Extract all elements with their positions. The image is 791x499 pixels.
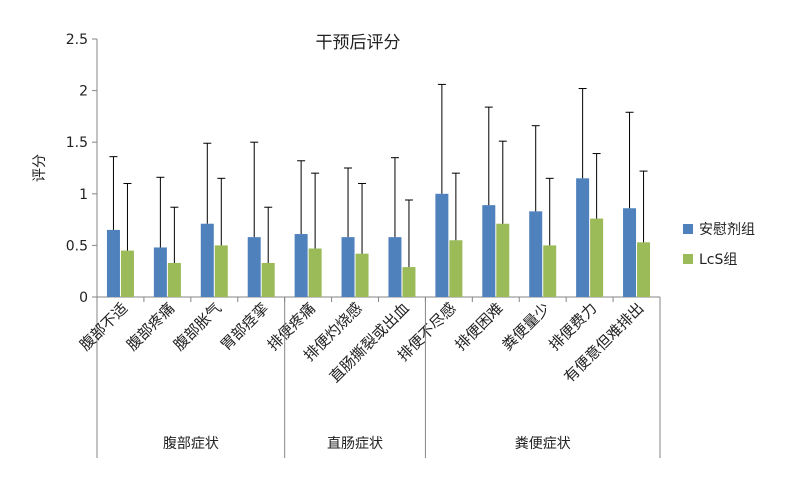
legend: 安慰剂组 LcS组 [683, 221, 755, 268]
group-label: 直肠症状 [327, 435, 383, 452]
y-tick-label: 2.5 [66, 32, 88, 48]
bar-lcs [167, 262, 181, 297]
bar-lcs [214, 245, 228, 297]
bar-placebo [482, 205, 496, 297]
bar-placebo [247, 237, 261, 297]
bar-lcs [120, 250, 134, 297]
y-tick-label: 1.5 [66, 135, 88, 151]
y-tick-label: 0.5 [66, 238, 88, 254]
bar-lcs [496, 223, 510, 297]
legend-label: LcS组 [699, 252, 737, 268]
bar-lcs [590, 218, 604, 297]
bar-placebo [435, 193, 449, 297]
bar-lcs [543, 245, 557, 297]
legend-label: 安慰剂组 [699, 221, 755, 238]
legend-swatch [683, 224, 693, 234]
bar-lcs [402, 267, 416, 297]
group-label: 腹部症状 [163, 435, 219, 452]
bar-placebo [341, 237, 355, 297]
bar-placebo [529, 211, 543, 297]
bar-placebo [388, 237, 402, 297]
legend-swatch [683, 254, 693, 264]
bar-placebo [576, 178, 590, 297]
y-tick-label: 0 [79, 290, 88, 306]
bar-placebo [153, 247, 167, 297]
bar-lcs [261, 262, 275, 297]
y-tick-label: 1 [79, 187, 88, 203]
chart-title: 干预后评分 [316, 33, 401, 53]
bar-lcs [637, 242, 651, 297]
bar-placebo [623, 208, 637, 297]
bar-lcs [449, 240, 463, 297]
bar-placebo [106, 229, 120, 297]
bar-lcs [355, 253, 369, 297]
bar-lcs [308, 248, 322, 297]
bar-placebo [294, 234, 308, 297]
y-axis-label: 评分 [32, 154, 48, 182]
group-label: 粪便症状 [515, 436, 571, 452]
bar-placebo [200, 223, 214, 297]
y-tick-label: 2 [79, 84, 88, 100]
